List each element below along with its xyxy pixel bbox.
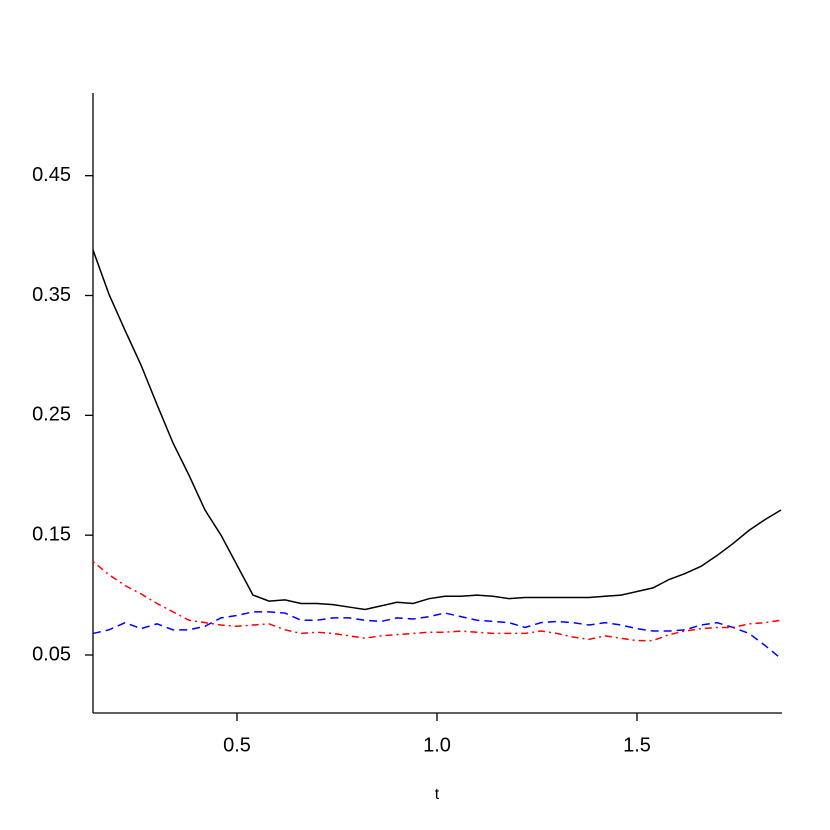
x-tick-label: 1.0 [423, 734, 451, 756]
y-tick-label: 0.25 [32, 404, 71, 426]
x-tick-label: 1.5 [623, 734, 651, 756]
x-tick-label: 0.5 [223, 734, 251, 756]
series-line [92, 611, 782, 660]
y-tick-label: 0.05 [32, 643, 71, 665]
y-tick-label: 0.15 [32, 523, 71, 545]
y-tick-label: 0.35 [32, 284, 71, 306]
y-tick-label: 0.45 [32, 164, 71, 186]
series-line [92, 560, 782, 642]
x-axis-label: t [435, 786, 440, 803]
series-line [92, 249, 782, 611]
